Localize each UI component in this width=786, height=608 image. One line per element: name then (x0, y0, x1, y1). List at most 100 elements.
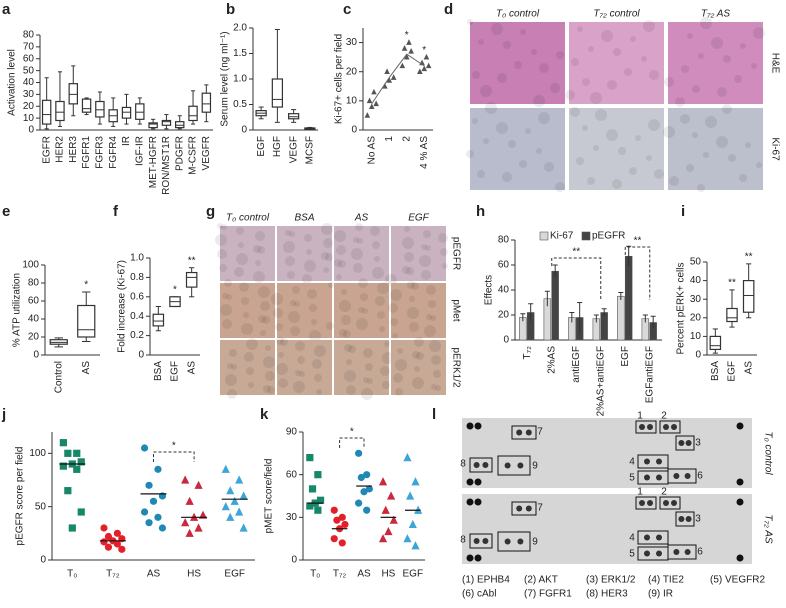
panel-label: i (681, 203, 685, 220)
spot-label: 4 (629, 533, 635, 544)
y-tick-label: 30 (23, 89, 35, 100)
micrograph (569, 22, 664, 104)
x-tick-label: FGFR1 (81, 136, 92, 169)
spot-label: 9 (532, 537, 538, 548)
point (221, 464, 230, 473)
point (366, 97, 373, 104)
spot-label: 8 (460, 459, 466, 470)
significance: ** (728, 278, 736, 289)
y-tick-label: 60 (286, 469, 298, 480)
spot (671, 500, 677, 506)
micrograph (391, 340, 446, 395)
point (355, 449, 363, 457)
tissue-texture (550, 83, 560, 93)
x-tick-label: antiEGF (571, 346, 582, 383)
x-tick-label: T₇₂ (522, 346, 533, 360)
point (154, 465, 162, 473)
column-label: T₀ control (226, 213, 270, 224)
tissue-texture (336, 274, 342, 280)
point (417, 68, 423, 75)
y-tick-label: 0 (40, 555, 46, 566)
row-label: T₀ control (762, 431, 773, 475)
tissue-texture (466, 150, 474, 158)
tissue-texture (414, 366, 420, 372)
tissue-texture (377, 311, 385, 319)
y-tick-label: 10 (690, 331, 702, 342)
y-axis-label: Fold increase (Ki-67) (117, 260, 128, 353)
tissue-texture (351, 248, 363, 260)
tissue-texture (262, 316, 270, 324)
panel-label: l (432, 406, 436, 423)
tissue-texture (675, 97, 685, 107)
micrograph (334, 340, 389, 395)
tissue-texture (624, 68, 632, 76)
tissue-texture (360, 293, 368, 301)
box (148, 122, 158, 129)
legend-label: (4) TIE2 (648, 575, 684, 586)
y-tick-label: 80 (28, 278, 40, 289)
spot-label: 3 (695, 438, 701, 449)
tissue-texture (421, 244, 427, 250)
tissue-texture (343, 330, 351, 338)
tissue-texture (392, 333, 398, 339)
panel-label: c (343, 1, 351, 18)
significance: ** (634, 236, 642, 247)
box (188, 105, 198, 122)
x-tick-label: 2 (401, 136, 412, 142)
tissue-texture (409, 322, 419, 332)
tissue-texture (692, 132, 698, 138)
spot-box (637, 454, 669, 469)
column-label: T₇₂ AS (701, 9, 731, 20)
tissue-texture (395, 388, 403, 396)
tissue-texture (236, 227, 244, 235)
tissue-texture (229, 349, 237, 357)
tissue-texture (260, 330, 266, 336)
point (194, 523, 203, 532)
row-label: T₇₂ AS (762, 514, 773, 544)
x-tick-label: FGFR4 (108, 136, 119, 169)
point (403, 534, 412, 543)
tissue-texture (402, 266, 410, 274)
spot (466, 422, 474, 430)
mean-line (371, 53, 425, 105)
tissue-texture (424, 325, 436, 337)
tissue-texture (430, 315, 436, 321)
tissue-texture (299, 371, 305, 377)
x-tick-label: RON/MST1R (161, 136, 172, 195)
tissue-texture (531, 49, 537, 55)
x-tick-label: HER3 (68, 136, 79, 163)
tissue-texture (292, 286, 300, 294)
tissue-texture (267, 386, 275, 394)
micrograph (220, 226, 275, 281)
tissue-texture (306, 249, 312, 255)
tissue-texture (582, 78, 590, 86)
spot (673, 473, 680, 479)
point (145, 519, 153, 527)
tissue-texture (323, 267, 329, 273)
y-tick-label: 20 (690, 312, 702, 323)
tissue-texture (593, 145, 599, 151)
tissue-texture (276, 363, 288, 375)
y-tick-label: 60 (23, 53, 35, 64)
tissue-texture (253, 271, 265, 283)
point (421, 65, 428, 72)
tissue-texture (325, 253, 333, 261)
tissue-texture (255, 231, 265, 241)
point (73, 449, 81, 457)
spot-box (667, 468, 697, 484)
y-tick-label: 0.5 (233, 99, 247, 110)
point (403, 453, 412, 462)
box (201, 92, 212, 113)
tissue-texture (314, 374, 322, 382)
tissue-texture (753, 27, 765, 39)
x-tick-label: T₀ (67, 569, 77, 580)
tissue-texture (421, 270, 431, 280)
tissue-texture (372, 267, 384, 279)
tissue-texture (397, 348, 403, 354)
tissue-texture (278, 378, 288, 388)
y-tick-label: 1.5 (233, 48, 247, 59)
spot (504, 538, 511, 545)
x-tick-label: MET-HGFR (148, 136, 159, 188)
tissue-texture (497, 73, 507, 83)
